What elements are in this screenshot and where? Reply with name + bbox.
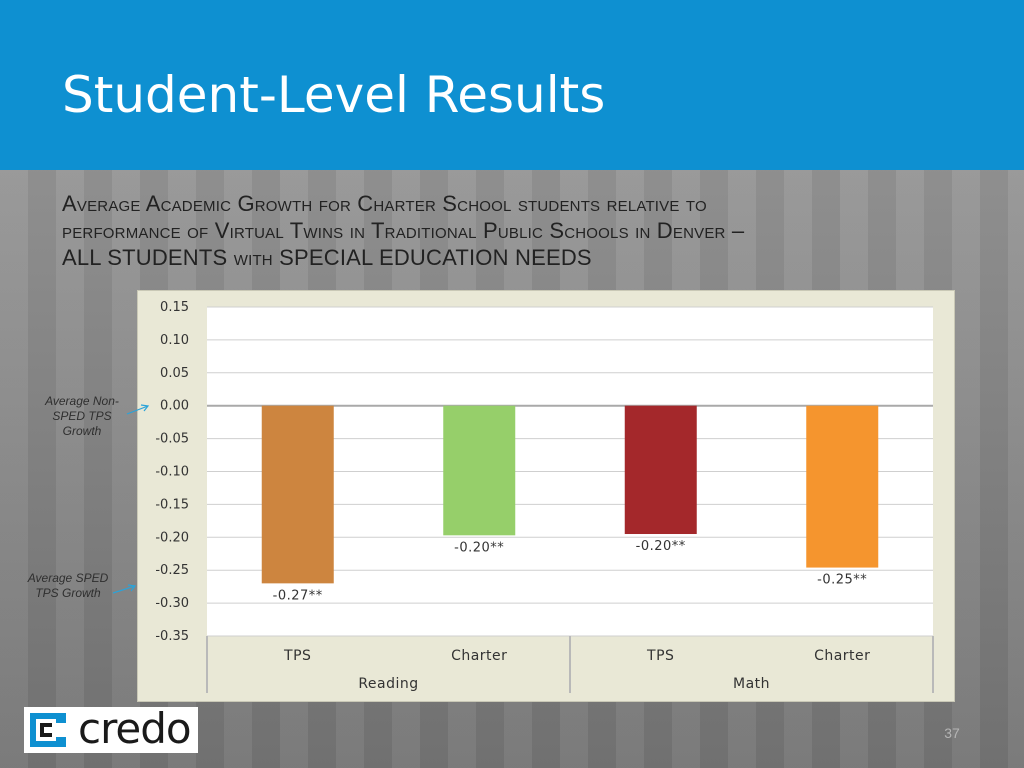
- y-tick-label: 0.15: [160, 300, 189, 315]
- data-label: -0.20**: [454, 540, 504, 555]
- subtitle-line-3: ALL STUDENTS with SPECIAL EDUCATION NEED…: [62, 245, 592, 270]
- bar-4: [806, 405, 879, 568]
- subtitle-line-1: Average Academic Growth for Charter Scho…: [62, 191, 707, 216]
- y-tick-label: -0.10: [155, 465, 189, 480]
- credo-logo-mark: [26, 709, 70, 751]
- y-tick-label: -0.05: [155, 432, 189, 447]
- credo-logo: credo: [24, 704, 198, 753]
- chart-panel: 0.15 0.10 0.05 0.00 -0.05 -0.10 -0.15 -0.20 -0.2…: [137, 290, 955, 702]
- title-bar: Student-Level Results: [0, 0, 1024, 170]
- subtitle-line-2: performance of Virtual Twins in Traditio…: [62, 218, 745, 243]
- slide-title: Student-Level Results: [62, 66, 606, 124]
- data-label: -0.27**: [273, 588, 323, 603]
- y-tick-label: -0.25: [155, 563, 189, 578]
- y-tick-label: -0.30: [155, 596, 189, 611]
- y-tick-label: -0.15: [155, 497, 189, 512]
- x-category-label: TPS: [646, 648, 674, 664]
- y-tick-label: 0.00: [160, 399, 189, 414]
- annotation-non-sped-tps-growth: Average Non-SPED TPS Growth: [45, 394, 119, 438]
- x-category-label: Charter: [814, 648, 870, 664]
- y-tick-label: 0.05: [160, 366, 189, 381]
- x-category-label: TPS: [283, 648, 311, 664]
- y-tick-label: 0.10: [160, 333, 189, 348]
- data-label: -0.25**: [817, 573, 867, 588]
- y-tick-label: -0.35: [155, 629, 189, 644]
- bar-1: [261, 405, 334, 584]
- y-tick-label: -0.20: [155, 530, 189, 545]
- slide-subtitle: Average Academic Growth for Charter Scho…: [62, 190, 942, 271]
- x-group-label: Reading: [358, 676, 418, 692]
- credo-logo-text: credo: [78, 704, 192, 753]
- x-category-label: Charter: [451, 648, 507, 664]
- annotation-sped-tps-growth: Average SPED TPS Growth: [27, 571, 109, 600]
- x-group-label: Math: [733, 676, 770, 692]
- bar-chart: 0.15 0.10 0.05 0.00 -0.05 -0.10 -0.15 -0.20 -0.2…: [155, 300, 934, 693]
- bar-2: [443, 405, 516, 536]
- data-label: -0.20**: [636, 539, 686, 554]
- page-number: 37: [944, 725, 960, 741]
- bar-3: [624, 405, 697, 535]
